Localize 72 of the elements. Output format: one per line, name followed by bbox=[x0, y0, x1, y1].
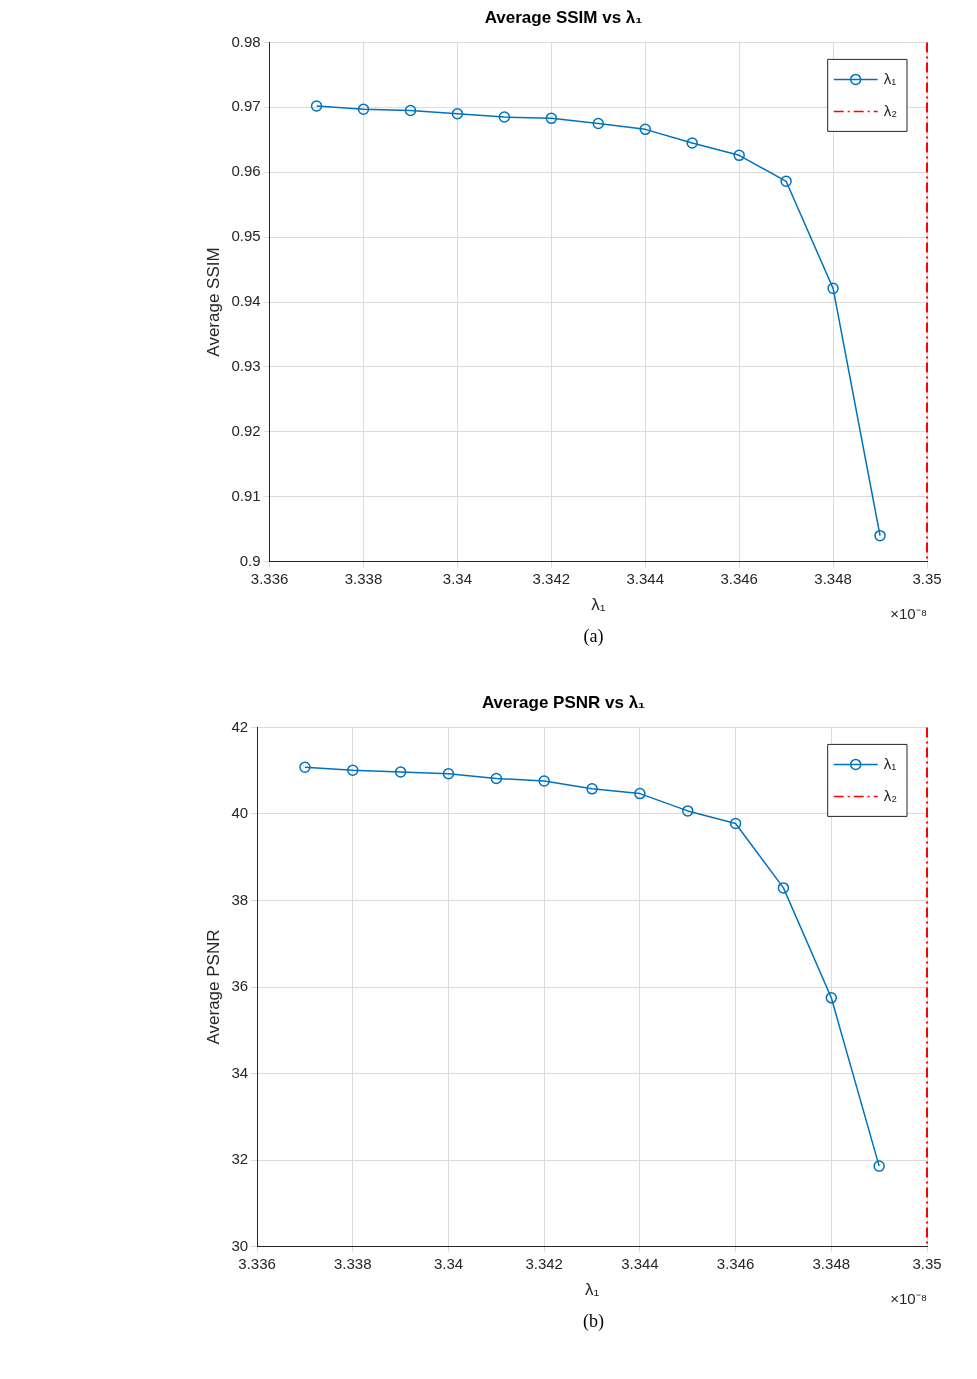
point bbox=[827, 282, 839, 295]
point bbox=[490, 772, 503, 785]
y-tick-label: 42 bbox=[231, 717, 249, 735]
point bbox=[777, 882, 790, 894]
point bbox=[394, 766, 407, 778]
point bbox=[639, 123, 652, 136]
x-tick-label: 3.346 bbox=[720, 569, 758, 587]
point bbox=[681, 805, 694, 817]
x-tick-label: 3.338 bbox=[334, 1254, 372, 1272]
x-tick-label: 3.344 bbox=[621, 1254, 659, 1272]
ref-line-label: λ₂ bbox=[883, 786, 898, 804]
ref-line-label: λ₂ bbox=[883, 101, 898, 119]
x-tick-label: 3.346 bbox=[716, 1254, 755, 1272]
y-tick-label: 0.93 bbox=[231, 357, 261, 375]
y-tick-label: 36 bbox=[231, 977, 249, 995]
point bbox=[780, 175, 792, 188]
x-tick-label: 3.35 bbox=[912, 569, 942, 587]
point bbox=[357, 103, 370, 115]
point bbox=[586, 783, 598, 795]
point bbox=[404, 104, 417, 117]
point bbox=[545, 112, 558, 125]
x-tick-label: 3.348 bbox=[814, 569, 852, 587]
y-tick-label: 30 bbox=[231, 1236, 249, 1254]
x-tick-label: 3.34 bbox=[442, 569, 473, 587]
x-axis-title: λ₁ bbox=[591, 595, 606, 615]
y-tick-label: 0.96 bbox=[231, 162, 261, 180]
point bbox=[686, 137, 698, 149]
text: ×10⁻⁸ bbox=[890, 1290, 927, 1308]
text: (b) bbox=[582, 1311, 605, 1332]
x-tick-label: 3.348 bbox=[812, 1254, 851, 1272]
y-tick-label: 38 bbox=[231, 890, 249, 908]
point bbox=[538, 775, 550, 787]
y-tick-label: 0.94 bbox=[231, 292, 261, 310]
x-axis-title: λ₁ bbox=[584, 1280, 600, 1300]
x-tick-label: 3.336 bbox=[250, 569, 289, 587]
x-tick-label: 3.342 bbox=[525, 1254, 563, 1272]
legend-label: λ₁ bbox=[883, 69, 897, 87]
y-tick-label: 40 bbox=[231, 804, 249, 822]
y-axis-title: Average PSNR bbox=[203, 929, 223, 1045]
legend-label: λ₁ bbox=[883, 754, 897, 772]
point bbox=[299, 761, 311, 773]
x-tick-label: 3.34 bbox=[433, 1254, 464, 1272]
point bbox=[634, 787, 646, 800]
point bbox=[733, 149, 745, 162]
point bbox=[451, 108, 464, 120]
point bbox=[729, 817, 742, 830]
point bbox=[310, 100, 323, 112]
point bbox=[873, 1160, 885, 1172]
point bbox=[592, 117, 605, 130]
y-tick-label: 0.95 bbox=[231, 227, 261, 245]
y-tick-label: 0.97 bbox=[231, 97, 261, 115]
x-tick-label: 3.344 bbox=[626, 569, 665, 587]
y-tick-label: 0.92 bbox=[231, 421, 261, 439]
point bbox=[347, 764, 359, 776]
x-tick-label: 3.338 bbox=[344, 569, 383, 587]
chart-title: Average SSIM vs λ₁ bbox=[484, 7, 643, 27]
chart-title: Average PSNR vs λ₁ bbox=[481, 692, 646, 712]
point bbox=[874, 529, 886, 542]
y-tick-label: 0.91 bbox=[231, 486, 261, 504]
point bbox=[825, 992, 838, 1004]
point bbox=[498, 111, 511, 123]
y-tick-label: 32 bbox=[231, 1150, 249, 1168]
y-tick-label: 0.98 bbox=[231, 32, 261, 50]
x-tick-label: 3.342 bbox=[532, 569, 571, 587]
y-tick-label: 34 bbox=[231, 1063, 249, 1081]
y-axis-title: Average SSIM bbox=[203, 247, 223, 357]
x-tick-label: 3.336 bbox=[238, 1254, 276, 1272]
point bbox=[442, 767, 455, 780]
x-tick-label: 3.35 bbox=[912, 1254, 942, 1272]
text: ×10⁻⁸ bbox=[890, 605, 927, 623]
y-tick-label: 0.9 bbox=[239, 551, 261, 569]
text: (a) bbox=[582, 626, 605, 647]
